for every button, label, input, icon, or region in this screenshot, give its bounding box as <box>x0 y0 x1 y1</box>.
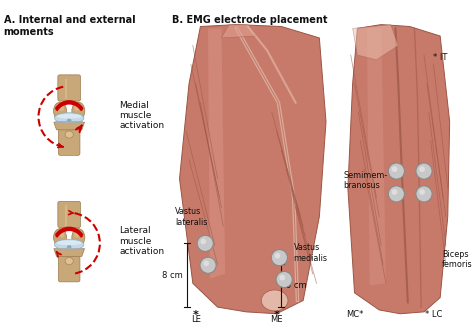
Text: ME: ME <box>270 315 283 324</box>
Text: Semimem-
branosus: Semimem- branosus <box>343 171 387 190</box>
Ellipse shape <box>74 105 79 111</box>
FancyBboxPatch shape <box>58 75 81 101</box>
Polygon shape <box>54 122 84 130</box>
Polygon shape <box>54 249 84 256</box>
Ellipse shape <box>65 131 73 138</box>
Ellipse shape <box>74 231 79 237</box>
Text: MC*: MC* <box>346 310 363 319</box>
Text: LE: LE <box>191 315 201 324</box>
Text: 5 cm: 5 cm <box>286 281 307 290</box>
Circle shape <box>388 163 404 179</box>
Text: Medial
muscle
activation: Medial muscle activation <box>119 101 165 131</box>
Text: A. Internal and external
moments: A. Internal and external moments <box>3 15 135 37</box>
Circle shape <box>388 186 404 202</box>
Circle shape <box>392 166 397 172</box>
Text: Biceps
femoris: Biceps femoris <box>442 250 473 269</box>
Ellipse shape <box>55 113 84 123</box>
Circle shape <box>419 189 425 195</box>
Circle shape <box>279 275 285 280</box>
Circle shape <box>197 235 213 251</box>
Circle shape <box>271 249 288 266</box>
Ellipse shape <box>57 114 82 119</box>
Ellipse shape <box>67 119 72 122</box>
Text: 8 cm: 8 cm <box>162 271 182 280</box>
Text: Lateral
muscle
activation: Lateral muscle activation <box>119 226 165 256</box>
Circle shape <box>392 189 397 195</box>
Polygon shape <box>353 25 398 60</box>
Circle shape <box>276 271 292 288</box>
Ellipse shape <box>59 231 64 237</box>
Ellipse shape <box>59 105 64 111</box>
Circle shape <box>201 239 206 244</box>
Polygon shape <box>180 25 326 314</box>
FancyBboxPatch shape <box>58 127 80 155</box>
Text: B. EMG electrode placement: B. EMG electrode placement <box>172 15 328 25</box>
Circle shape <box>203 260 209 266</box>
Text: Vastus
medialis: Vastus medialis <box>294 243 328 263</box>
Polygon shape <box>348 25 450 314</box>
Circle shape <box>419 166 425 172</box>
FancyBboxPatch shape <box>58 201 81 227</box>
Ellipse shape <box>57 240 82 245</box>
Ellipse shape <box>54 102 66 120</box>
Ellipse shape <box>54 229 66 246</box>
Polygon shape <box>367 28 386 285</box>
Ellipse shape <box>67 245 72 249</box>
Text: * IT: * IT <box>434 53 448 62</box>
Ellipse shape <box>72 102 85 120</box>
Ellipse shape <box>261 290 288 311</box>
Polygon shape <box>208 28 225 279</box>
Ellipse shape <box>55 239 84 250</box>
Circle shape <box>274 253 280 259</box>
Circle shape <box>416 186 432 202</box>
Ellipse shape <box>72 229 85 246</box>
FancyBboxPatch shape <box>58 253 80 282</box>
Text: *: * <box>273 310 280 320</box>
Text: *: * <box>193 310 199 320</box>
Circle shape <box>200 257 216 273</box>
Circle shape <box>416 163 432 179</box>
Ellipse shape <box>65 257 73 265</box>
Text: * LC: * LC <box>425 310 442 319</box>
Text: Vastus
lateralis: Vastus lateralis <box>175 207 207 227</box>
Polygon shape <box>221 25 255 38</box>
